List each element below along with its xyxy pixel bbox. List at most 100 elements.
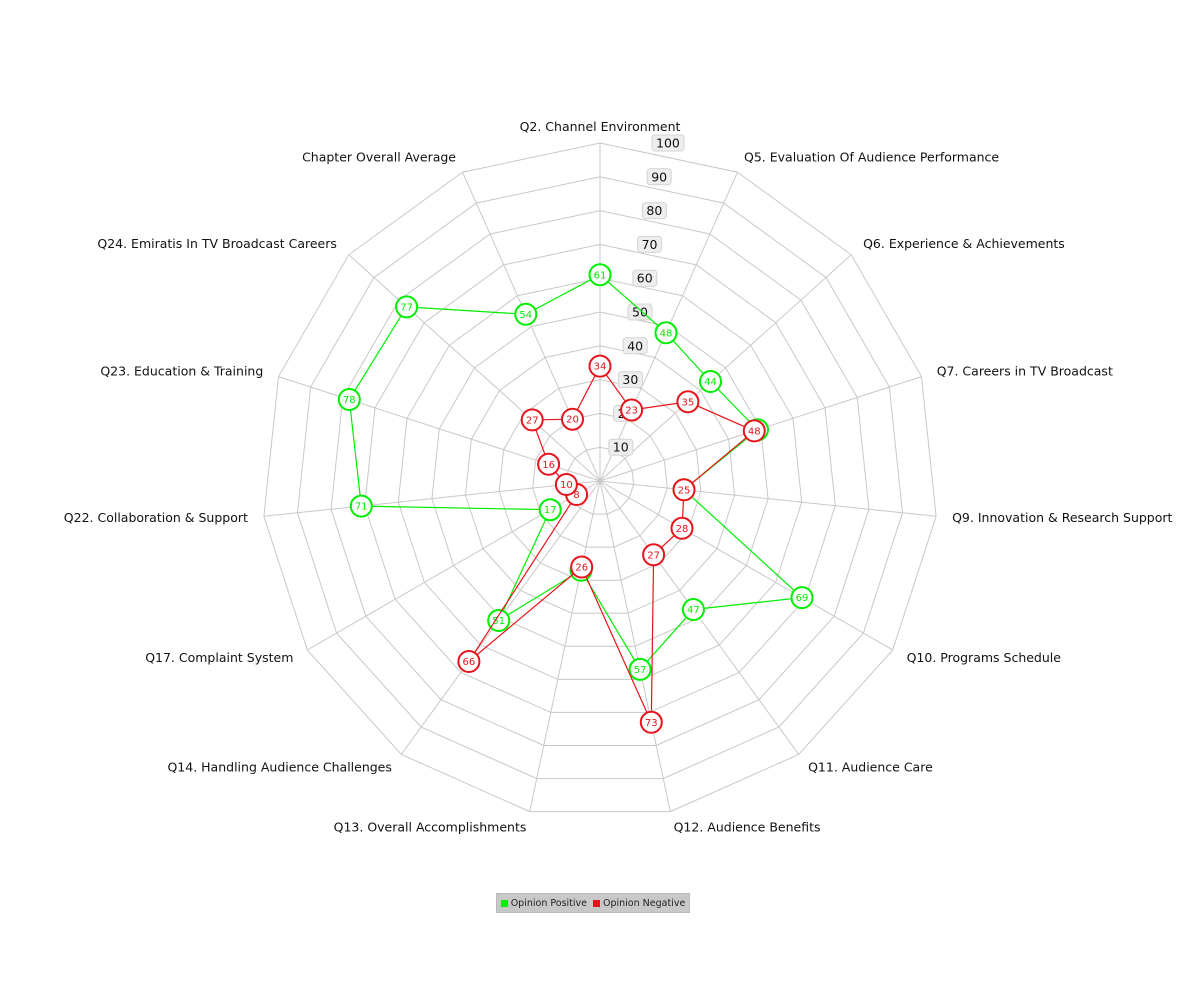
data-point	[742, 419, 766, 443]
data-point	[672, 478, 696, 502]
tick-label-group: 10	[608, 438, 634, 456]
data-label: 17	[544, 505, 557, 516]
tick-label-group: 50	[627, 303, 653, 321]
data-label: 34	[594, 362, 607, 373]
data-point	[538, 498, 562, 522]
tick-label-group: 80	[641, 202, 667, 220]
series-line	[468, 365, 756, 723]
data-point	[554, 473, 578, 496]
data-label: 8	[573, 490, 579, 501]
axis-label: Q6. Experience & Achievements	[863, 236, 1065, 251]
series-line	[348, 274, 804, 671]
data-label: 78	[343, 395, 356, 406]
data-label: 27	[526, 415, 539, 426]
legend-swatch-negative	[593, 899, 600, 907]
grid-spoke	[263, 480, 601, 517]
data-point	[570, 555, 594, 579]
data-label: 10	[560, 480, 573, 491]
tick-label-bg	[637, 235, 663, 253]
axis-label: Q14. Handling Audience Challenges	[167, 759, 391, 774]
data-label: 25	[678, 485, 691, 496]
data-point	[628, 657, 652, 681]
data-point	[670, 516, 694, 540]
data-point	[654, 321, 678, 345]
radar-grid	[263, 142, 937, 813]
chart-legend: Opinion Positive Opinion Negative	[496, 893, 690, 913]
series-positive: 614844492569475727511771787754	[337, 263, 814, 681]
data-point	[699, 370, 722, 393]
axis-label: Q2. Channel Environment	[520, 119, 681, 134]
tick-label-group: 30	[617, 371, 643, 389]
grid-spoke	[599, 480, 893, 651]
tick-label: 30	[622, 372, 638, 387]
data-label: 73	[645, 718, 658, 729]
data-label: 51	[492, 616, 505, 627]
tick-label-group: 90	[646, 168, 672, 186]
data-label: 47	[687, 605, 700, 616]
legend-label-negative: Opinion Negative	[603, 897, 686, 909]
data-label: 61	[594, 270, 607, 281]
tick-label-bg	[641, 202, 667, 220]
tick-label-bg	[651, 134, 685, 152]
data-label: 57	[634, 665, 647, 676]
data-point	[514, 302, 538, 326]
axis-label: Q24. Emiratis In TV Broadcast Careers	[97, 236, 337, 251]
data-point	[676, 390, 700, 414]
grid-ring	[397, 277, 803, 680]
legend-item-positive: Opinion Positive	[500, 897, 587, 909]
radial-tick-labels: 102030405060708090100	[608, 134, 685, 456]
grid-ring	[464, 345, 736, 614]
data-point	[588, 263, 612, 287]
grid-ring	[330, 210, 870, 746]
tick-label-bg	[622, 337, 648, 355]
data-label: 69	[796, 593, 809, 604]
tick-label: 10	[613, 440, 629, 455]
grid-spoke	[462, 171, 601, 482]
grid-spoke	[599, 480, 937, 517]
tick-label: 50	[632, 305, 648, 320]
axis-label: Q9. Innovation & Research Support	[952, 510, 1172, 525]
grid-ring	[431, 311, 769, 647]
data-label: 71	[355, 502, 368, 513]
data-point	[487, 609, 511, 632]
axis-label: Q7. Careers in TV Broadcast	[937, 364, 1113, 379]
data-point	[537, 452, 561, 476]
legend-label-positive: Opinion Positive	[510, 897, 587, 909]
data-point	[395, 295, 419, 319]
grid-spoke	[529, 480, 601, 812]
data-label: 44	[704, 377, 717, 388]
tick-label-bg	[646, 168, 672, 186]
axis-labels: Q2. Channel Environment Q5. Evaluation Of…	[64, 119, 1173, 834]
data-label: 48	[748, 426, 761, 437]
data-point	[681, 598, 705, 621]
grid-spoke	[348, 254, 601, 482]
data-label: 48	[660, 328, 673, 339]
data-point	[337, 388, 361, 411]
data-point	[790, 586, 814, 610]
tick-label-group: 40	[622, 337, 648, 355]
grid-ring	[565, 446, 635, 515]
tick-label-group: 70	[637, 235, 663, 253]
data-label: 77	[400, 302, 413, 313]
axis-label: Q11. Audience Care	[808, 759, 933, 774]
grid-ring	[364, 243, 836, 713]
tick-label-bg	[608, 438, 634, 456]
data-point	[457, 650, 481, 673]
tick-label: 90	[651, 169, 667, 184]
data-point	[620, 398, 644, 422]
data-label: 28	[676, 524, 689, 535]
tick-label: 70	[642, 237, 658, 252]
legend-swatch-positive	[500, 899, 508, 907]
data-point	[349, 494, 373, 518]
tick-label: 40	[627, 338, 643, 353]
data-point	[639, 710, 663, 734]
tick-label: 60	[637, 271, 653, 286]
grid-spoke	[599, 254, 852, 482]
tick-label: 80	[646, 203, 662, 218]
grid-ring	[498, 379, 702, 581]
data-label: 20	[566, 415, 579, 426]
axis-label: Chapter Overall Average	[302, 150, 456, 165]
data-point	[642, 543, 666, 567]
